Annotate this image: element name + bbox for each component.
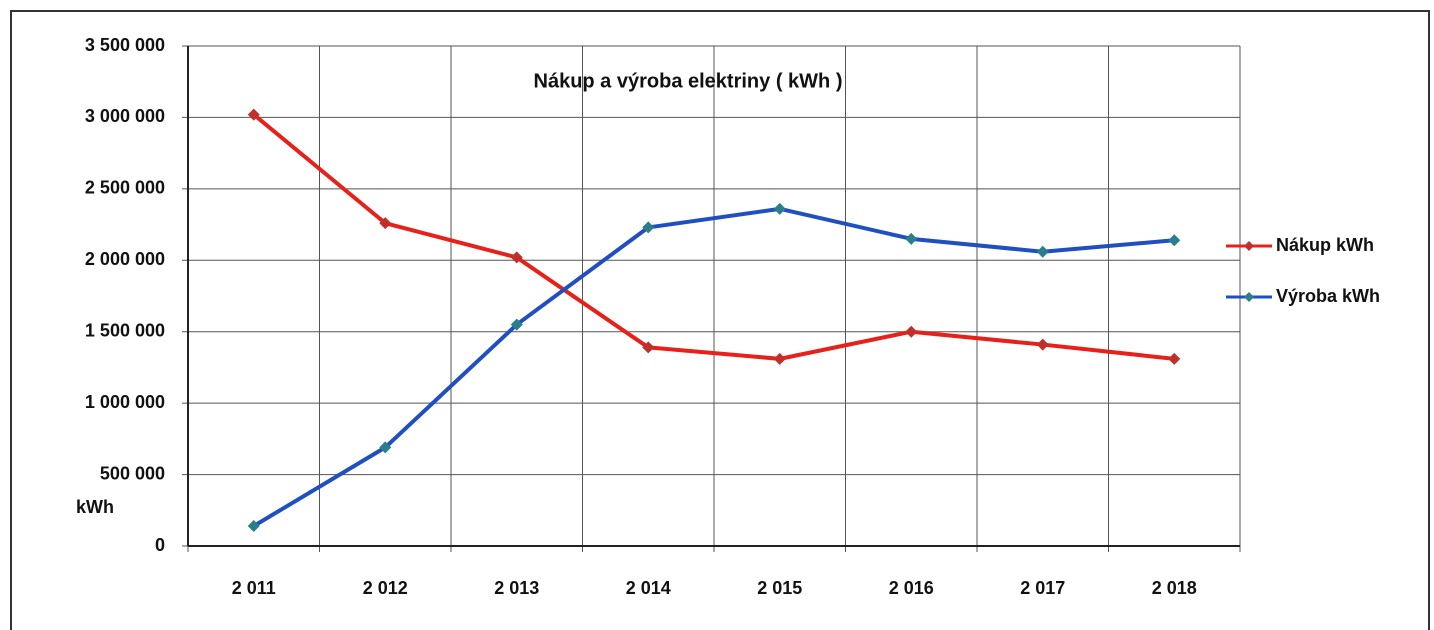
y-tick-label: 3 500 000 [85, 35, 165, 55]
x-tick-label: 2 011 [232, 578, 276, 598]
data-point [905, 232, 918, 245]
data-point [379, 217, 392, 230]
y-tick-label: 0 [155, 535, 165, 555]
data-point [1036, 245, 1049, 258]
data-point [642, 341, 655, 354]
data-point [379, 441, 392, 454]
y-tick-label: 1 000 000 [85, 392, 165, 412]
legend-marker [1244, 292, 1254, 302]
x-tick-label: 2 016 [889, 578, 934, 598]
series-line [252, 113, 1175, 361]
x-tick-label: 2 015 [757, 578, 802, 598]
x-tick-label: 2 018 [1152, 578, 1197, 598]
data-point [247, 520, 260, 532]
x-tick-label: 2 014 [626, 578, 671, 598]
data-point [1168, 234, 1181, 247]
y-tick-label: 3 000 000 [85, 106, 165, 126]
x-tick-label: 2 012 [363, 578, 408, 598]
legend-label: Nákup kWh [1276, 235, 1374, 255]
x-tick-label: 2 017 [1020, 578, 1065, 598]
y-tick-label: 500 000 [100, 463, 165, 483]
chart-title: Nákup a výroba elektriny ( kWh ) [534, 70, 843, 92]
legend-label: Výroba kWh [1276, 286, 1380, 306]
legend-marker [1244, 241, 1254, 251]
data-point [905, 325, 918, 338]
data-point [510, 318, 523, 331]
data-point [1168, 352, 1181, 365]
y-tick-label: 2 000 000 [85, 249, 165, 269]
data-point [1036, 338, 1049, 351]
y-axis-label: kWh [76, 497, 114, 517]
data-point [642, 221, 655, 234]
y-tick-label: 2 500 000 [85, 178, 165, 198]
data-point [773, 352, 786, 365]
data-point [247, 108, 260, 121]
x-tick-label: 2 013 [494, 578, 539, 598]
data-point [510, 251, 523, 264]
y-tick-label: 1 500 000 [85, 320, 165, 340]
data-point [773, 202, 786, 215]
series-line [252, 206, 1175, 528]
